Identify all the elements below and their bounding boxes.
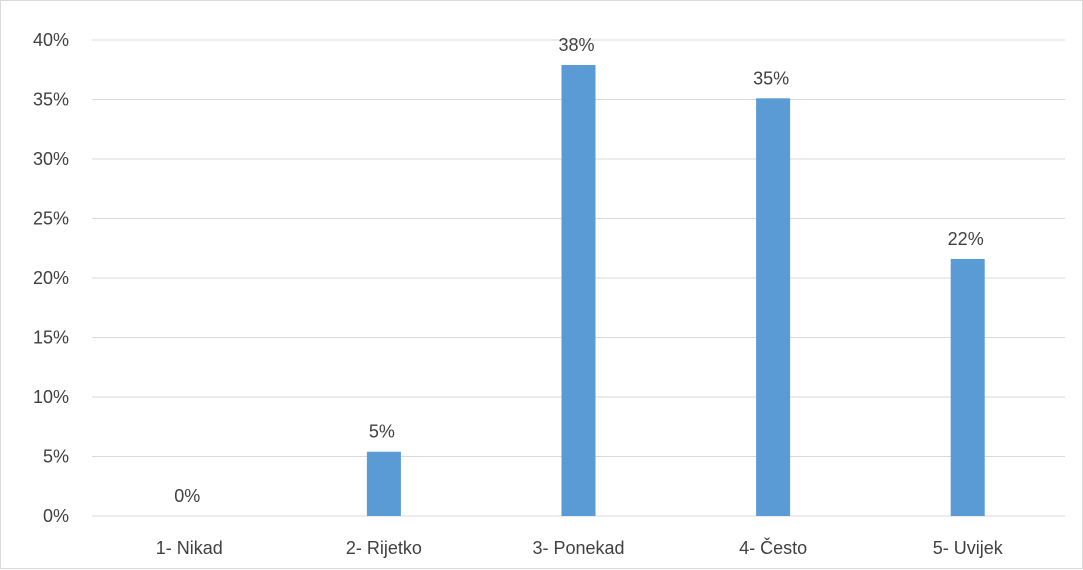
data-label: 22% [948, 229, 984, 249]
y-tick-label: 0% [43, 506, 69, 526]
x-axis-ticks: 1- Nikad 2- Rijetko 3- Ponekad 4- Često 5- U… [156, 537, 1004, 558]
y-tick-label: 5% [43, 447, 69, 467]
data-label: 5% [369, 422, 395, 442]
x-tick-label: 1- Nikad [156, 538, 223, 558]
data-label: 0% [174, 486, 200, 506]
y-tick-label: 15% [33, 328, 69, 348]
x-tick-label: 5- Uvijek [933, 538, 1004, 558]
bar [950, 258, 985, 516]
data-label: 38% [558, 35, 594, 55]
bars [366, 64, 985, 517]
data-label: 35% [753, 68, 789, 88]
y-axis-ticks: 0% 5% 10% 15% 20% 25% 30% 35% 40% [33, 30, 69, 526]
y-tick-label: 20% [33, 268, 69, 288]
data-labels: 0% 5% 38% 35% 22% [174, 35, 983, 506]
bar [561, 64, 596, 517]
x-tick-label: 3- Ponekad [532, 538, 624, 558]
x-tick-label: 4- Često [739, 537, 807, 558]
x-tick-label: 2- Rijetko [346, 538, 422, 558]
y-tick-label: 35% [33, 90, 69, 110]
bar [366, 451, 401, 516]
y-tick-label: 25% [33, 209, 69, 229]
bar [756, 98, 791, 516]
y-tick-label: 30% [33, 149, 69, 169]
y-tick-label: 10% [33, 387, 69, 407]
y-tick-label: 40% [33, 30, 69, 50]
